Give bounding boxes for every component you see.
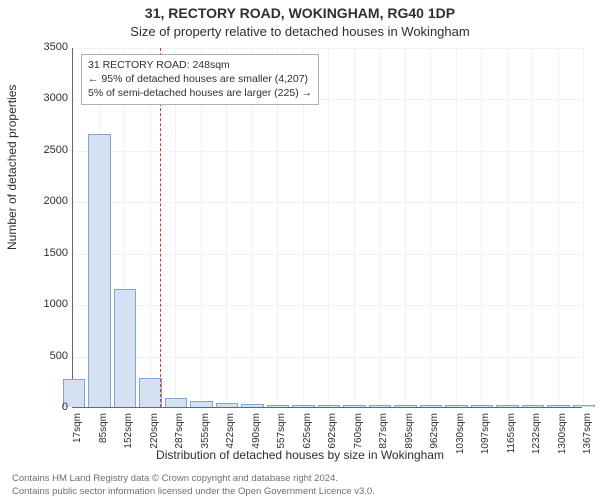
histogram-bar	[292, 405, 315, 407]
ytick-label: 2500	[28, 144, 68, 156]
xtick-label: 85sqm	[98, 413, 109, 461]
chart-container: 31, RECTORY ROAD, WOKINGHAM, RG40 1DP Si…	[0, 0, 600, 500]
plot-area: 31 RECTORY ROAD: 248sqm← 95% of detached…	[72, 48, 582, 408]
histogram-bar	[369, 405, 392, 407]
histogram-bar	[522, 405, 545, 407]
histogram-bar	[445, 405, 468, 407]
xtick-label: 1300sqm	[557, 413, 568, 461]
histogram-bar	[88, 134, 111, 407]
ytick-label: 2000	[28, 195, 68, 207]
histogram-bar	[496, 405, 519, 407]
xtick-label: 1097sqm	[480, 413, 491, 461]
xtick-label: 17sqm	[72, 413, 83, 461]
xtick-label: 220sqm	[149, 413, 160, 461]
histogram-bar	[165, 398, 188, 407]
y-axis-label: Number of detached properties	[5, 85, 19, 250]
chart-title-line1: 31, RECTORY ROAD, WOKINGHAM, RG40 1DP	[0, 5, 600, 21]
gridline-x	[379, 48, 380, 407]
footer-line2: Contains public sector information licen…	[12, 486, 375, 498]
footer-line1: Contains HM Land Registry data © Crown c…	[12, 473, 375, 485]
xtick-label: 827sqm	[378, 413, 389, 461]
gridline-x	[583, 48, 584, 407]
xtick-label: 422sqm	[225, 413, 236, 461]
xtick-label: 692sqm	[327, 413, 338, 461]
histogram-bar	[573, 405, 596, 407]
annotation-box: 31 RECTORY ROAD: 248sqm← 95% of detached…	[81, 54, 319, 105]
gridline-x	[532, 48, 533, 407]
xtick-label: 557sqm	[276, 413, 287, 461]
histogram-bar	[267, 405, 290, 407]
xtick-label: 490sqm	[251, 413, 262, 461]
xtick-label: 1232sqm	[531, 413, 542, 461]
footer-attribution: Contains HM Land Registry data © Crown c…	[12, 473, 375, 498]
gridline-x	[507, 48, 508, 407]
ytick-label: 1000	[28, 298, 68, 310]
ytick-label: 3500	[28, 41, 68, 53]
xtick-label: 962sqm	[429, 413, 440, 461]
xtick-label: 355sqm	[200, 413, 211, 461]
gridline-x	[481, 48, 482, 407]
xtick-label: 625sqm	[302, 413, 313, 461]
gridline-x	[328, 48, 329, 407]
histogram-bar	[471, 405, 494, 407]
xtick-label: 895sqm	[404, 413, 415, 461]
annotation-line2: ← 95% of detached houses are smaller (4,…	[88, 72, 312, 86]
gridline-x	[405, 48, 406, 407]
ytick-label: 500	[28, 350, 68, 362]
xtick-label: 1030sqm	[455, 413, 466, 461]
xtick-label: 1367sqm	[582, 413, 593, 461]
ytick-label: 1500	[28, 247, 68, 259]
histogram-bar	[114, 289, 137, 407]
xtick-label: 1165sqm	[506, 413, 517, 461]
gridline-x	[354, 48, 355, 407]
histogram-bar	[343, 405, 366, 407]
gridline-x	[456, 48, 457, 407]
xtick-label: 152sqm	[123, 413, 134, 461]
histogram-bar	[420, 405, 443, 407]
histogram-bar	[394, 405, 417, 407]
ytick-label: 0	[28, 401, 68, 413]
histogram-bar	[241, 404, 264, 407]
histogram-bar	[318, 405, 341, 407]
xtick-label: 760sqm	[353, 413, 364, 461]
chart-title-line2: Size of property relative to detached ho…	[0, 24, 600, 39]
gridline-x	[430, 48, 431, 407]
xtick-label: 287sqm	[174, 413, 185, 461]
ytick-label: 3000	[28, 92, 68, 104]
gridline-x	[558, 48, 559, 407]
annotation-line1: 31 RECTORY ROAD: 248sqm	[88, 58, 312, 72]
annotation-line3: 5% of semi-detached houses are larger (2…	[88, 86, 312, 100]
histogram-bar	[216, 403, 239, 407]
histogram-bar	[190, 401, 213, 407]
histogram-bar	[547, 405, 570, 407]
histogram-bar	[139, 378, 162, 407]
